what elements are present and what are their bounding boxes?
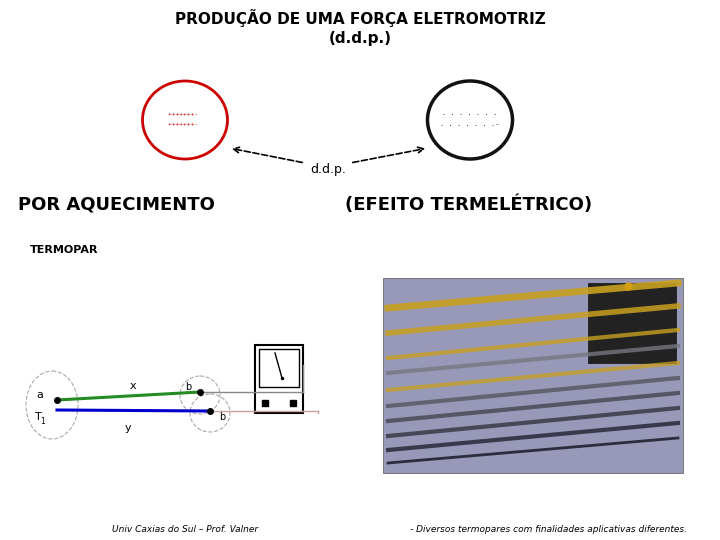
- Text: a: a: [37, 390, 43, 400]
- Bar: [383, 278, 683, 473]
- Text: x: x: [130, 381, 136, 391]
- Text: +++++++-: +++++++-: [168, 111, 202, 117]
- Text: . . . . . . .: . . . . . . .: [442, 110, 498, 116]
- Text: POR AQUECIMENTO: POR AQUECIMENTO: [18, 196, 215, 214]
- Text: T: T: [35, 412, 41, 422]
- Bar: [588, 283, 676, 363]
- Text: b: b: [219, 412, 225, 422]
- Text: PRODUÇÃO DE UMA FORÇA ELETROMOTRIZ: PRODUÇÃO DE UMA FORÇA ELETROMOTRIZ: [175, 9, 545, 27]
- Text: - Diversos termopares com finalidades aplicativas diferentes.: - Diversos termopares com finalidades ap…: [410, 525, 687, 535]
- Text: +++++++-: +++++++-: [168, 122, 202, 126]
- Text: Univ Caxias do Sul – Prof. Valner: Univ Caxias do Sul – Prof. Valner: [112, 525, 258, 535]
- Text: (EFEITO TERMELÉTRICO): (EFEITO TERMELÉTRICO): [345, 195, 592, 214]
- Text: (d.d.p.): (d.d.p.): [328, 30, 392, 45]
- Text: . . . . . . .-: . . . . . . .-: [440, 121, 500, 127]
- Bar: [255, 345, 303, 413]
- Text: d.d.p.: d.d.p.: [310, 164, 346, 177]
- Text: 1: 1: [40, 416, 45, 426]
- Bar: [259, 349, 299, 387]
- Text: b: b: [185, 382, 191, 392]
- Text: TERMOPAR: TERMOPAR: [30, 245, 99, 255]
- Text: y: y: [125, 423, 131, 433]
